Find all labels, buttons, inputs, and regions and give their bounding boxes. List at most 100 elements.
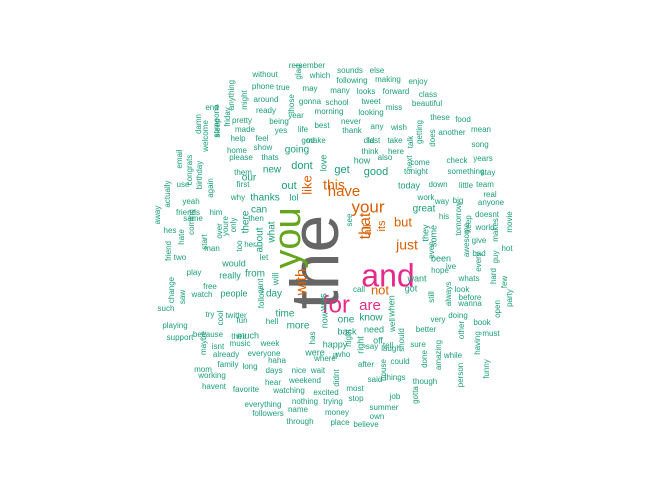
word-right: right xyxy=(355,336,365,354)
word-everything: everything xyxy=(245,400,282,409)
word-even: even xyxy=(427,241,436,258)
word-one: one xyxy=(338,315,355,326)
word-else: else xyxy=(370,66,385,75)
word-school: school xyxy=(325,98,348,107)
word-see: see xyxy=(345,213,354,226)
word-great: great xyxy=(413,204,436,215)
word-man: man xyxy=(204,244,220,253)
word-follow: follow xyxy=(257,288,266,309)
word-sure: sure xyxy=(410,340,426,349)
word-try: try xyxy=(206,310,215,319)
word-them: them xyxy=(234,168,252,177)
word-very: very xyxy=(430,315,445,324)
word-tweet: tweet xyxy=(361,97,381,106)
word-best: best xyxy=(314,121,330,130)
word-going: going xyxy=(285,145,309,156)
word-please: please xyxy=(229,153,253,162)
word-gotta: gotta xyxy=(411,386,420,404)
word-how: how xyxy=(354,155,371,165)
word-birthday: birthday xyxy=(195,161,204,189)
word-awesome: awesome xyxy=(462,222,471,257)
word-tonight: tonight xyxy=(404,167,429,176)
word-laugh: laugh xyxy=(381,344,401,353)
word-like: like xyxy=(299,175,314,195)
word-could: could xyxy=(390,357,409,366)
word-show: show xyxy=(254,143,273,152)
word-help: help xyxy=(230,134,246,143)
word-hot: hot xyxy=(501,244,513,253)
word-doing: doing xyxy=(448,311,468,320)
word-made: made xyxy=(235,125,256,134)
word-around: around xyxy=(254,95,279,104)
word-forward: forward xyxy=(383,87,410,96)
word-job: job xyxy=(389,392,401,401)
word-new: new xyxy=(263,165,282,176)
word-this: this xyxy=(323,177,345,193)
word-who: who xyxy=(335,350,351,359)
word-not: not xyxy=(371,282,389,297)
word-actually: actually xyxy=(163,180,172,207)
word-thank: thank xyxy=(342,126,363,135)
word-food: food xyxy=(455,115,471,124)
word-just: just xyxy=(395,237,418,253)
word-these: these xyxy=(430,113,450,122)
word-feel: feel xyxy=(256,134,269,143)
word-has: has xyxy=(308,332,317,345)
word-such: such xyxy=(158,304,175,313)
word-done: done xyxy=(420,350,429,368)
word-more: more xyxy=(287,321,310,332)
word-because: because xyxy=(193,330,224,339)
word-time: time xyxy=(276,309,295,320)
word-life: life xyxy=(298,125,309,134)
word-say: say xyxy=(366,342,378,351)
word-hes: hes xyxy=(164,226,177,235)
word-friends: friends xyxy=(176,208,200,217)
word-was: was xyxy=(319,293,330,312)
word-movie: movie xyxy=(505,211,514,233)
word-away: away xyxy=(153,206,162,225)
word-world: world xyxy=(474,223,494,232)
word-havent: havent xyxy=(202,382,227,391)
word-their: their xyxy=(231,332,247,341)
word-team: team xyxy=(476,180,494,189)
word-mean: mean xyxy=(471,125,491,134)
word-doesnt: doesnt xyxy=(475,210,500,219)
word-hell: hell xyxy=(266,317,279,326)
word-hard: hard xyxy=(489,268,498,284)
word-god: god xyxy=(301,136,314,145)
word-looks: looks xyxy=(357,87,376,96)
word-morning: morning xyxy=(315,107,344,116)
word-with: with xyxy=(293,269,310,297)
word-out: out xyxy=(281,180,296,192)
word-watch: watch xyxy=(191,290,213,299)
word-when: when xyxy=(386,295,396,318)
word-trying: trying xyxy=(323,397,343,406)
word-still: still xyxy=(427,291,436,303)
word-well: well xyxy=(388,318,397,333)
word-work: work xyxy=(417,193,436,202)
word-would: would xyxy=(221,258,246,268)
word-yeah: yeah xyxy=(182,197,199,206)
word-any: any xyxy=(371,122,384,131)
word-never: never xyxy=(341,117,361,126)
word-about: about xyxy=(255,227,266,252)
word-most: most xyxy=(346,384,364,393)
word-playing: playing xyxy=(162,321,187,330)
word-something: something xyxy=(448,167,485,176)
word-hate: hate xyxy=(177,229,186,245)
word-class: class xyxy=(419,90,437,99)
word-looking: looking xyxy=(358,108,383,117)
word-having: having xyxy=(473,331,482,355)
word-must: must xyxy=(482,329,500,338)
word-which: which xyxy=(309,71,330,80)
word-hear: hear xyxy=(265,378,281,387)
word-while: while xyxy=(443,351,463,360)
word-without: without xyxy=(251,70,278,79)
word-night: night xyxy=(344,329,353,347)
word-long: long xyxy=(242,362,257,371)
word-followers: followers xyxy=(252,409,284,418)
word-what: what xyxy=(267,221,278,243)
word-did: did xyxy=(364,136,375,145)
word-following: following xyxy=(336,76,367,85)
